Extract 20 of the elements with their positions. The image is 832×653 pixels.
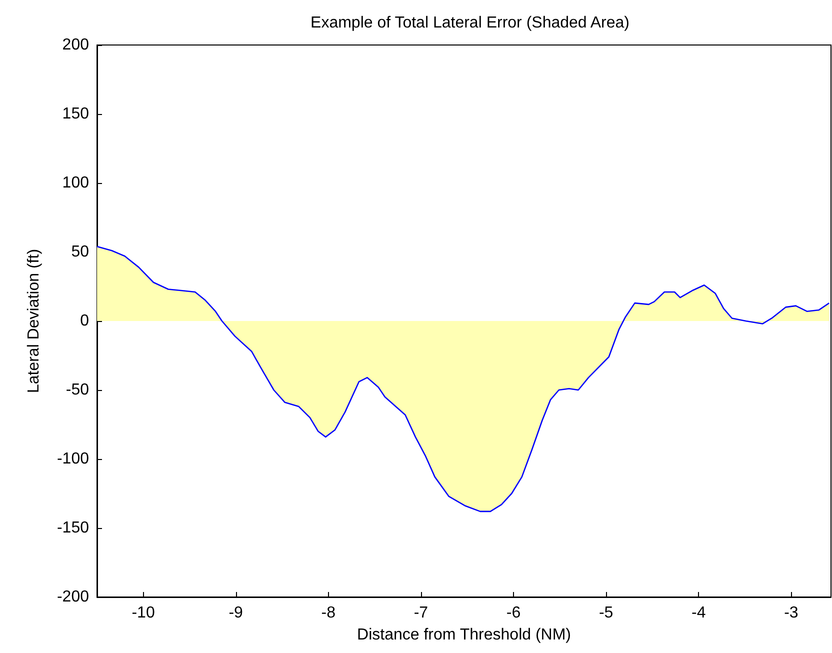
x-tick-label: -7 xyxy=(414,604,428,622)
y-tick-label: 150 xyxy=(62,106,90,122)
x-tick-label: -4 xyxy=(692,604,706,622)
y-tick-label: -200 xyxy=(56,588,90,606)
x-tick-label: -3 xyxy=(784,604,798,622)
x-axis-title: Distance from Threshold (NM) xyxy=(357,626,571,644)
x-tick-label: -6 xyxy=(506,604,521,622)
y-tick-label: 0 xyxy=(80,312,90,330)
x-tick-label: -5 xyxy=(598,604,614,622)
x-tick-label: -8 xyxy=(321,604,336,622)
x-tick-label: -9 xyxy=(228,604,244,622)
y-tick-label: -50 xyxy=(66,382,90,398)
y-tick-label: 200 xyxy=(62,36,90,54)
y-axis-title: Lateral Deviation (ft) xyxy=(26,248,42,394)
chart-title: Example of Total Lateral Error (Shaded Area) xyxy=(310,14,630,32)
y-tick-label: 50 xyxy=(71,244,90,260)
y-tick-label: 100 xyxy=(62,174,90,192)
x-tick-label: -10 xyxy=(132,604,155,622)
y-tick-label: -150 xyxy=(56,520,90,536)
y-tick-label: -100 xyxy=(56,450,90,468)
